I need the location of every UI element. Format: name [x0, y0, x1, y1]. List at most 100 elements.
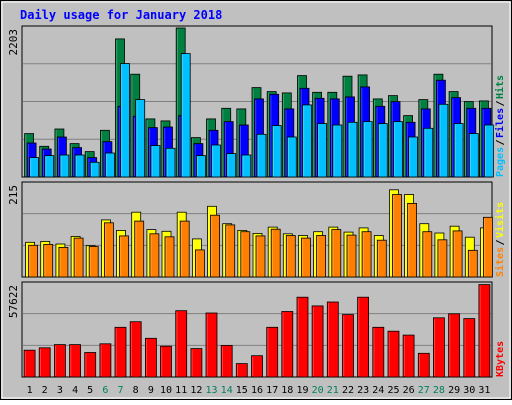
bar-pages-day-25	[393, 121, 403, 178]
bar-sites-day-10	[164, 236, 175, 278]
bar-pages-day-11	[180, 53, 191, 178]
bar-kbytes-day-29	[448, 313, 461, 378]
bar-sites-day-19	[301, 237, 311, 278]
day-label-10: 10	[160, 385, 172, 396]
bar-kbytes-day-11	[175, 310, 188, 378]
day-label-15: 15	[236, 385, 248, 396]
bar-pages-day-4	[74, 154, 85, 178]
bar-kbytes-day-6	[99, 343, 112, 378]
bar-kbytes-day-23	[357, 296, 370, 378]
chart-title: Daily usage for January 2018	[20, 8, 222, 22]
panel-kbytes: 57622 KBytes	[7, 281, 506, 378]
bar-pages-day-5	[89, 161, 100, 178]
day-label-13: 13	[205, 385, 217, 396]
bar-pages-day-18	[286, 136, 297, 178]
bar-kbytes-day-2	[38, 347, 51, 378]
legend-requests: Pages/Files/Hits	[494, 75, 506, 177]
legend-visitors: Sites /Visits	[494, 202, 506, 277]
bar-kbytes-day-31	[478, 284, 491, 378]
bar-kbytes-day-4	[69, 344, 81, 378]
day-label-3: 3	[57, 385, 63, 396]
bar-pages-day-31	[483, 124, 494, 178]
bar-sites-day-24	[376, 239, 387, 278]
day-label-14: 14	[221, 385, 233, 396]
day-label-11: 11	[175, 385, 187, 396]
legend-kbytes: KBytes	[495, 341, 506, 377]
bar-pages-day-26	[408, 136, 419, 178]
bar-pages-day-10	[165, 147, 176, 178]
bar-kbytes-day-9	[144, 337, 157, 378]
panel-visitors: 215 Sites /Visits	[7, 181, 506, 278]
day-label-19: 19	[296, 385, 308, 396]
day-label-9: 9	[148, 385, 154, 396]
bar-kbytes-day-18	[281, 311, 294, 378]
bar-kbytes-day-20	[311, 305, 324, 378]
bar-pages-day-20	[317, 123, 328, 178]
bar-sites-day-11	[179, 220, 190, 278]
bar-sites-day-7	[119, 235, 129, 278]
bar-pages-day-19	[302, 104, 312, 178]
bar-pages-day-22	[347, 121, 358, 178]
bar-pages-day-3	[59, 154, 70, 178]
bar-kbytes-day-1	[23, 349, 36, 378]
day-label-8: 8	[133, 385, 139, 396]
bar-pages-day-29	[453, 123, 464, 178]
bar-kbytes-day-3	[54, 344, 66, 378]
bar-pages-day-1	[29, 157, 40, 178]
bar-pages-day-6	[105, 152, 115, 178]
bar-sites-day-15	[240, 231, 251, 278]
bar-kbytes-day-27	[417, 352, 430, 378]
legend-separator: /	[495, 100, 506, 106]
day-label-7: 7	[117, 385, 123, 396]
day-label-2: 2	[42, 385, 48, 396]
bar-kbytes-day-19	[296, 296, 309, 378]
bar-kbytes-day-24	[372, 326, 385, 378]
bar-sites-day-31	[482, 216, 493, 278]
bar-pages-day-24	[377, 123, 388, 178]
day-label-12: 12	[190, 385, 202, 396]
day-label-1: 1	[27, 385, 33, 396]
bar-sites-day-2	[43, 243, 54, 278]
legend-kbytes: KBytes	[495, 341, 506, 377]
bar-sites-day-8	[134, 220, 145, 278]
bar-sites-day-1	[28, 244, 39, 278]
bar-pages-day-12	[195, 155, 206, 178]
bar-pages-day-17	[271, 125, 282, 178]
bar-sites-day-21	[331, 229, 342, 278]
bar-kbytes-day-15	[235, 363, 248, 378]
bar-pages-day-2	[44, 155, 55, 178]
bar-kbytes-day-10	[160, 345, 172, 378]
day-label-24: 24	[372, 385, 384, 396]
bar-sites-day-28	[437, 239, 448, 278]
day-label-28: 28	[433, 385, 445, 396]
bar-pages-day-7	[120, 63, 130, 178]
bar-kbytes-day-17	[266, 326, 279, 378]
bar-sites-day-20	[316, 235, 327, 278]
ymax-label-requests: 2203	[7, 29, 20, 56]
bar-pages-day-30	[468, 133, 479, 178]
bar-sites-day-25	[392, 194, 402, 278]
bar-sites-day-14	[225, 224, 236, 278]
day-label-16: 16	[251, 385, 263, 396]
day-label-23: 23	[357, 385, 369, 396]
bar-pages-day-9	[150, 145, 161, 178]
day-label-31: 31	[478, 385, 490, 396]
legend-hits: Hits	[494, 75, 506, 99]
bar-sites-day-9	[149, 233, 160, 278]
day-label-21: 21	[327, 385, 339, 396]
bar-pages-day-21	[332, 124, 343, 178]
bar-sites-day-30	[467, 249, 478, 278]
day-label-6: 6	[102, 385, 108, 396]
bar-kbytes-day-7	[114, 326, 127, 378]
day-label-30: 30	[463, 385, 475, 396]
bar-sites-day-27	[422, 231, 433, 278]
bar-sites-day-16	[255, 235, 266, 278]
legend-separator: /	[495, 139, 506, 145]
day-label-25: 25	[387, 385, 399, 396]
day-label-18: 18	[281, 385, 293, 396]
bar-pages-day-13	[211, 144, 221, 178]
day-label-22: 22	[342, 385, 354, 396]
bar-kbytes-day-30	[463, 318, 476, 378]
bar-kbytes-day-26	[402, 334, 415, 378]
